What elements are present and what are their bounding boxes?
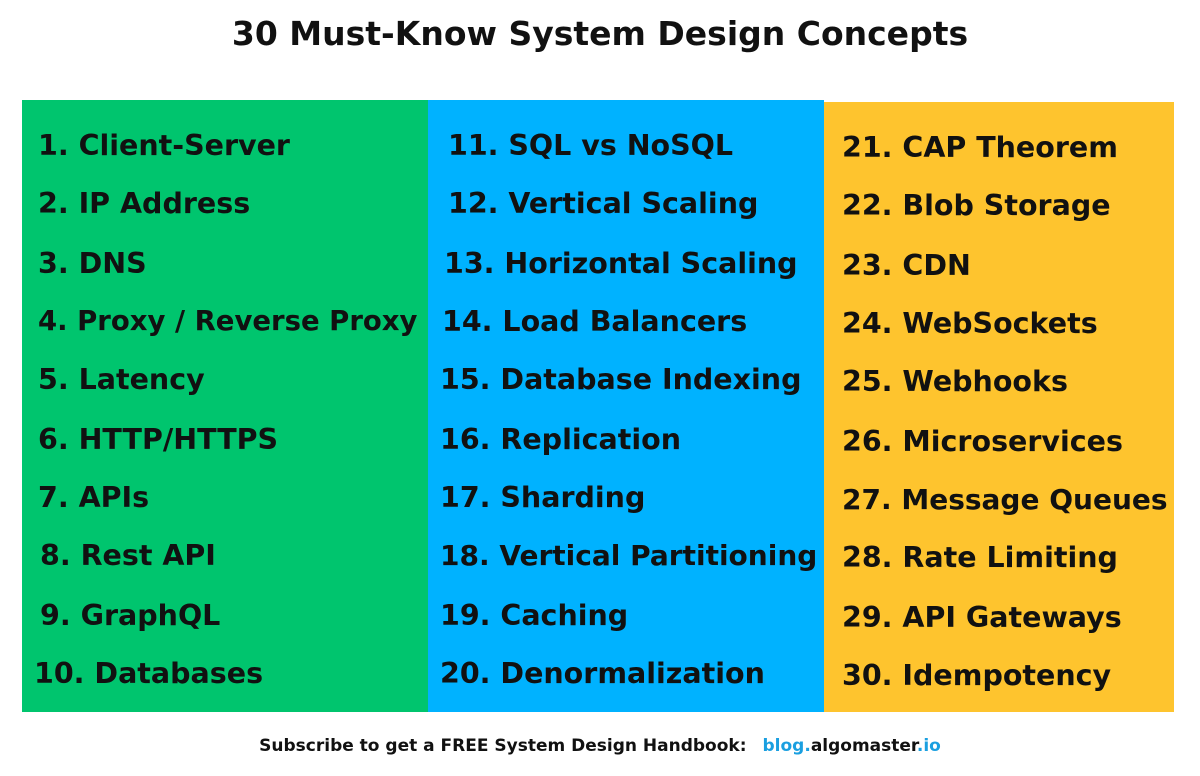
concept-item-11: 11. SQL vs NoSQL (448, 129, 734, 162)
concept-item-25: 25. Webhooks (842, 365, 1068, 398)
concept-item-17: 17. Sharding (440, 481, 646, 514)
concept-item-15: 15. Database Indexing (440, 363, 802, 396)
subscribe-text: Subscribe to get a FREE System Design Ha… (259, 736, 747, 756)
handbook-link-part3: .io (916, 736, 941, 756)
concept-item-2: 2. IP Address (38, 187, 251, 220)
concepts-panel-2: 11. SQL vs NoSQL 12. Vertical Scaling 13… (428, 100, 824, 712)
concept-item-14: 14. Load Balancers (442, 305, 748, 338)
concept-item-22: 22. Blob Storage (842, 189, 1111, 222)
concepts-panel-3: 21. CAP Theorem 22. Blob Storage 23. CDN… (824, 102, 1174, 712)
concept-item-23: 23. CDN (842, 249, 971, 282)
concept-item-4: 4. Proxy / Reverse Proxy (38, 305, 418, 337)
concept-item-26: 26. Microservices (842, 425, 1123, 458)
concept-item-10: 10. Databases (34, 657, 264, 690)
concept-item-8: 8. Rest API (40, 539, 216, 572)
subscribe-footer: Subscribe to get a FREE System Design Ha… (0, 736, 1200, 756)
concept-item-9: 9. GraphQL (40, 599, 221, 632)
handbook-link-part1: blog. (762, 736, 811, 756)
page-title: 30 Must-Know System Design Concepts (231, 14, 969, 53)
concept-item-30: 30. Idempotency (842, 659, 1112, 692)
concept-item-18: 18. Vertical Partitioning (440, 539, 818, 572)
concept-item-12: 12. Vertical Scaling (448, 187, 759, 220)
concept-item-16: 16. Replication (440, 423, 682, 456)
concept-item-24: 24. WebSockets (842, 307, 1098, 340)
concepts-panel-1: 1. Client-Server 2. IP Address 3. DNS 4.… (22, 100, 428, 712)
concept-item-7: 7. APIs (38, 481, 150, 514)
concept-item-21: 21. CAP Theorem (842, 131, 1118, 164)
concept-item-3: 3. DNS (38, 247, 147, 280)
concept-item-19: 19. Caching (440, 599, 629, 632)
concept-item-20: 20. Denormalization (440, 657, 765, 690)
concept-item-5: 5. Latency (38, 363, 205, 396)
concept-item-6: 6. HTTP/HTTPS (38, 423, 279, 456)
handbook-link[interactable]: blog.algomaster.io (763, 736, 941, 756)
concept-item-1: 1. Client-Server (38, 129, 290, 162)
concept-item-29: 29. API Gateways (842, 601, 1122, 634)
handbook-link-part2: algomaster (810, 736, 917, 756)
concept-item-27: 27. Message Queues (842, 483, 1168, 516)
concept-item-28: 28. Rate Limiting (842, 541, 1118, 574)
concept-item-13: 13. Horizontal Scaling (444, 247, 798, 280)
